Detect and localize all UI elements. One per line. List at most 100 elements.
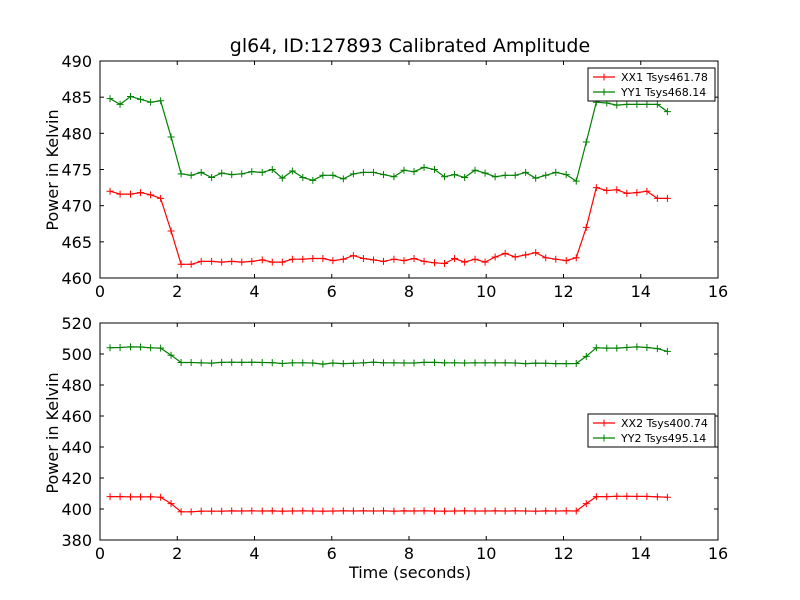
data-point — [258, 256, 266, 264]
data-point — [106, 344, 114, 352]
data-point — [663, 493, 671, 501]
data-point — [369, 168, 377, 176]
data-point — [349, 170, 357, 178]
data-point — [339, 507, 347, 515]
y-tick-label: 475 — [61, 161, 92, 180]
data-point — [663, 347, 671, 355]
x-tick-label: 10 — [476, 282, 496, 301]
data-point — [511, 359, 519, 367]
data-point — [319, 507, 327, 515]
data-point — [157, 493, 165, 501]
data-point — [613, 344, 621, 352]
data-point — [309, 176, 317, 184]
data-point — [603, 186, 611, 194]
data-point — [218, 169, 226, 177]
x-tick-label: 16 — [708, 544, 728, 563]
data-point — [451, 359, 459, 367]
data-point — [137, 95, 145, 103]
x-tick-label: 12 — [553, 544, 573, 563]
y-tick-label: 500 — [61, 345, 92, 364]
data-point — [572, 254, 580, 262]
data-point — [613, 186, 621, 194]
data-point — [613, 492, 621, 500]
data-point — [633, 492, 641, 500]
data-point — [400, 359, 408, 367]
data-point — [116, 493, 124, 501]
data-point — [106, 95, 114, 103]
data-point — [511, 507, 519, 515]
data-point — [592, 493, 600, 501]
data-point — [430, 166, 438, 173]
data-point — [461, 173, 469, 181]
data-point — [329, 171, 337, 179]
data-point — [258, 168, 266, 176]
data-point — [248, 507, 256, 515]
data-point — [562, 360, 570, 368]
y-tick-label: 520 — [61, 314, 92, 333]
x-axis-label: Time (seconds) — [348, 563, 471, 582]
data-point — [299, 255, 307, 263]
data-point — [420, 507, 428, 515]
legend: XX1 Tsys461.78 YY1 Tsys468.14 — [587, 67, 716, 102]
data-point — [248, 257, 256, 265]
data-point — [552, 255, 560, 263]
data-point — [228, 358, 236, 366]
legend-box — [587, 67, 716, 102]
series-1 — [106, 184, 671, 268]
y-tick-label: 420 — [61, 469, 92, 488]
x-tick-label: 4 — [249, 282, 259, 301]
y-tick-label: 440 — [61, 438, 92, 457]
data-point — [349, 359, 357, 367]
y-tick-label: 480 — [61, 376, 92, 395]
data-point — [187, 359, 195, 367]
data-point — [522, 360, 530, 368]
data-point — [653, 194, 661, 202]
series-2 — [106, 92, 671, 185]
data-point — [491, 507, 499, 515]
data-point — [481, 258, 489, 266]
data-point — [167, 500, 175, 508]
data-point — [441, 260, 449, 268]
legend-label: YY1 Tsys468.14 — [620, 86, 706, 99]
y-axis-label: Power in Kelvin — [43, 372, 62, 493]
data-point — [532, 174, 540, 182]
data-point — [441, 359, 449, 367]
data-point — [663, 108, 671, 116]
data-point — [228, 257, 236, 265]
data-point — [572, 359, 580, 367]
data-point — [299, 507, 307, 515]
data-point — [177, 260, 185, 268]
data-point — [562, 171, 570, 179]
data-point — [177, 359, 185, 367]
data-point — [552, 168, 560, 176]
data-point — [461, 359, 469, 367]
data-point — [288, 255, 296, 263]
data-point — [116, 343, 124, 351]
data-point — [177, 170, 185, 178]
data-point — [592, 184, 600, 192]
legend-marker — [600, 73, 608, 81]
data-point — [542, 507, 550, 515]
data-point — [532, 249, 540, 257]
data-point — [410, 507, 418, 515]
x-tick-label: 6 — [327, 544, 337, 563]
data-point — [116, 100, 124, 108]
series-2 — [106, 343, 671, 368]
data-point — [268, 258, 276, 266]
legend-marker — [600, 88, 608, 96]
data-point — [400, 166, 408, 174]
data-point — [461, 507, 469, 515]
x-tick-label: 0 — [95, 282, 105, 301]
data-point — [653, 100, 661, 108]
data-point — [623, 100, 631, 108]
data-point — [369, 358, 377, 366]
data-point — [329, 359, 337, 367]
data-point — [410, 359, 418, 367]
data-point — [208, 507, 216, 515]
data-point — [532, 359, 540, 367]
x-tick-label: 8 — [404, 544, 414, 563]
legend-label: XX2 Tsys400.74 — [621, 417, 708, 430]
data-point — [309, 254, 317, 262]
data-point — [572, 507, 580, 515]
data-point — [147, 191, 155, 199]
